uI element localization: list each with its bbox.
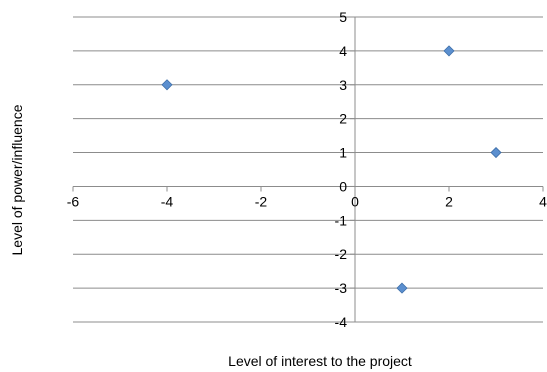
y-tick-label: -4 — [335, 314, 348, 330]
x-tick-label: -6 — [67, 193, 80, 209]
y-tick-label: 1 — [339, 145, 347, 161]
data-point — [161, 79, 173, 91]
x-axis-title: Level of interest to the project — [228, 353, 412, 369]
y-tick-label: 2 — [339, 111, 347, 127]
gridlines — [73, 16, 543, 323]
x-tick-label: -2 — [255, 193, 268, 209]
y-tick-label: -2 — [335, 246, 348, 262]
data-point — [490, 146, 502, 159]
y-tick-labels: -4 -3 -2 -1 0 1 2 3 4 5 — [335, 9, 348, 330]
data-point — [443, 45, 455, 57]
y-tick-label: 0 — [339, 178, 347, 194]
y-tick-label: 3 — [339, 77, 347, 93]
x-tick-label: 0 — [351, 193, 359, 209]
y-tick-label: -1 — [335, 212, 348, 228]
y-tick-label: 4 — [339, 43, 347, 59]
axes — [72, 16, 544, 323]
y-axis-title: Level of power/influence — [9, 104, 25, 255]
x-tick-label: 2 — [445, 193, 453, 209]
x-tick-labels: -6 -4 -2 0 2 4 — [67, 193, 547, 209]
data-point — [396, 282, 408, 294]
y-tick-label: -3 — [335, 280, 348, 296]
y-tick-label: 5 — [339, 9, 347, 25]
x-tick-label: -4 — [161, 193, 174, 209]
data-points — [161, 45, 502, 294]
x-tick-label: 4 — [539, 193, 547, 209]
